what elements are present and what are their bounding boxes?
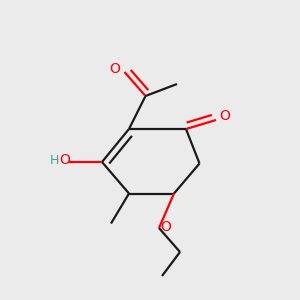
Text: O: O [60,153,70,166]
Text: O: O [110,62,120,76]
Text: O: O [160,220,171,234]
Text: H: H [49,154,59,167]
Text: O: O [220,110,230,123]
